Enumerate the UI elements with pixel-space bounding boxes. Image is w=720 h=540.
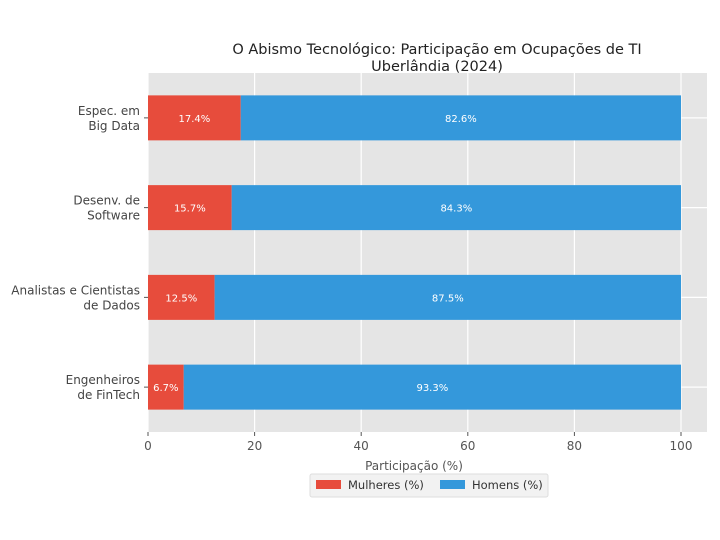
data-label: 6.7% [153, 383, 178, 394]
chart-subtitle: Uberlândia (2024) [371, 59, 503, 75]
x-axis-label: Participação (%) [365, 459, 463, 473]
data-label: 12.5% [165, 293, 197, 304]
data-label: 82.6% [445, 114, 477, 125]
legend-label: Mulheres (%) [348, 478, 424, 492]
x-tick-label: 100 [670, 439, 693, 453]
legend-swatch [316, 480, 341, 489]
y-tick-label: Engenheiros [66, 373, 140, 387]
legend-box [309, 473, 549, 498]
legend: Mulheres (%) Homens (%) [309, 473, 549, 498]
x-tick-label: 20 [247, 439, 262, 453]
legend-swatch [440, 480, 465, 489]
bar-segment [148, 95, 241, 141]
x-tick-label: 80 [567, 439, 582, 453]
y-tick-label: Analistas e Cientistas [11, 283, 140, 297]
bar-segment [148, 274, 215, 320]
x-tick-label: 60 [460, 439, 475, 453]
y-tick-label: Software [87, 209, 140, 223]
chart-title: O Abismo Tecnológico: Participação em Oc… [232, 42, 641, 58]
x-tick-label: 0 [144, 439, 152, 453]
data-label: 15.7% [174, 204, 206, 215]
y-tick-label: de FinTech [77, 388, 140, 402]
bar-segment [214, 274, 681, 320]
bar-segment [148, 185, 232, 231]
data-label: 17.4% [178, 114, 210, 125]
legend-label: Homens (%) [472, 478, 543, 492]
y-tick-label: de Dados [83, 298, 140, 312]
data-label: 87.5% [432, 293, 464, 304]
y-tick-label: Espec. em [78, 104, 140, 118]
x-tick-label: 40 [354, 439, 369, 453]
bar-segment [183, 364, 681, 410]
y-tick-label: Desenv. de [73, 194, 140, 208]
bar-segment [148, 364, 184, 410]
y-tick-label: Big Data [88, 119, 140, 133]
bar-segment [231, 185, 681, 231]
data-label: 84.3% [440, 204, 472, 215]
bar-segment [240, 95, 681, 141]
data-label: 93.3% [416, 383, 448, 394]
